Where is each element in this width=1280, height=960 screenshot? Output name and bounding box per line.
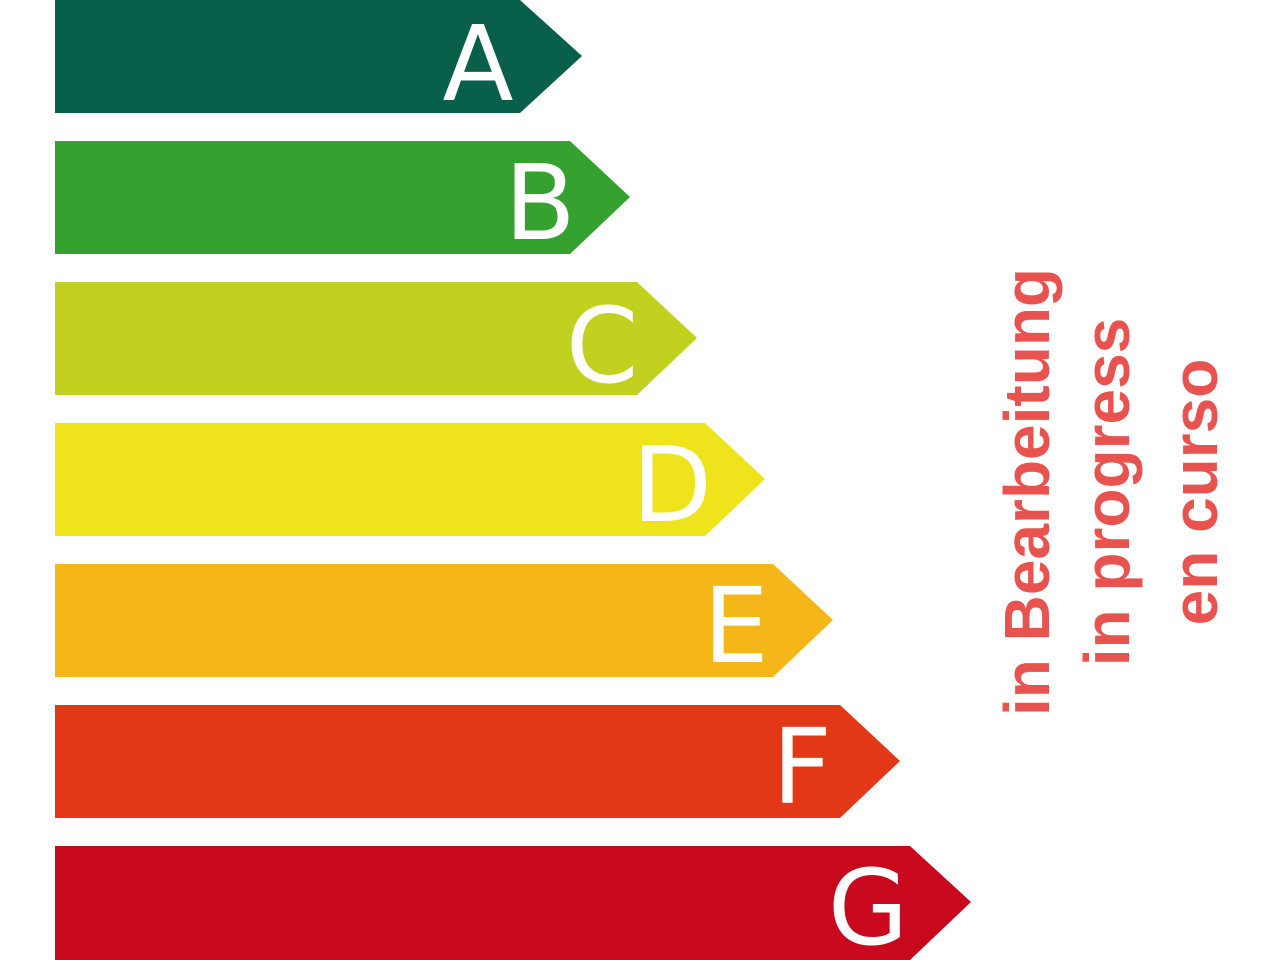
band-letter: F [772, 706, 832, 828]
band-arrow [55, 564, 833, 677]
band-letter: D [632, 424, 712, 546]
status-text: in progress [1071, 318, 1143, 667]
band-letter: B [504, 142, 575, 264]
band-arrow [55, 705, 900, 818]
band-letter: C [566, 285, 639, 407]
band-arrow [55, 0, 582, 113]
band-arrow [55, 846, 971, 960]
band-arrow [55, 423, 765, 536]
band-arrow [55, 141, 630, 254]
status-text: en curso [1159, 359, 1231, 626]
status-text: in Bearbeitung [991, 268, 1063, 716]
band-arrow [55, 282, 697, 395]
band-letter: G [828, 847, 909, 960]
band-letter: E [703, 565, 769, 687]
band-letter: A [442, 3, 513, 125]
